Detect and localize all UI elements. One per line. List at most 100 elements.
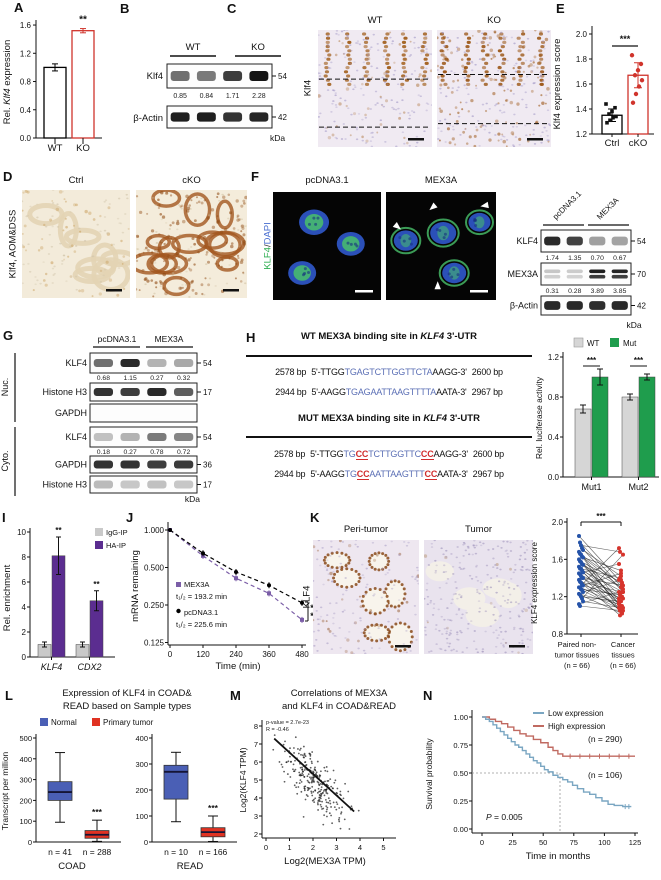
svg-text:kDa: kDa — [270, 133, 285, 143]
svg-text:Rel. luciferase activity: Rel. luciferase activity — [534, 376, 544, 459]
panel-d-title-cko: cKO — [182, 175, 201, 186]
svg-text:1.15: 1.15 — [124, 375, 137, 382]
svg-text:400: 400 — [19, 755, 32, 764]
svg-text:0.78: 0.78 — [150, 449, 163, 456]
svg-text:1.00: 1.00 — [453, 713, 468, 722]
panel-n-survival-plot: Survival probability 0.00 0.25 0.50 0.75 1.00… — [424, 709, 641, 862]
svg-text:2: 2 — [22, 628, 27, 637]
svg-text:**: ** — [55, 526, 62, 535]
svg-text:tumor tissues: tumor tissues — [555, 651, 600, 660]
svg-text:36: 36 — [203, 461, 212, 470]
svg-text:0.8: 0.8 — [548, 393, 560, 402]
svg-text:480: 480 — [295, 650, 309, 659]
svg-text:7: 7 — [254, 740, 258, 749]
svg-text:Rel. enrichment: Rel. enrichment — [2, 564, 13, 631]
svg-text:**: ** — [93, 580, 100, 589]
svg-text:0.500: 0.500 — [144, 564, 165, 573]
svg-text:Correlations of MEX3A: Correlations of MEX3A — [291, 688, 388, 699]
svg-text:WT: WT — [587, 339, 600, 348]
svg-text:***: *** — [92, 807, 103, 817]
panel-c-label: C — [227, 1, 237, 16]
svg-text:0.32: 0.32 — [177, 375, 190, 382]
svg-text:0.25: 0.25 — [453, 797, 468, 806]
svg-text:0.50: 0.50 — [453, 769, 468, 778]
svg-text:pcDNA3.1: pcDNA3.1 — [98, 334, 137, 344]
panel-h-label: H — [246, 330, 256, 345]
svg-text:WT: WT — [186, 42, 201, 53]
svg-text:WT: WT — [48, 143, 63, 154]
svg-text:6: 6 — [254, 758, 258, 767]
svg-text:kDa: kDa — [185, 494, 200, 504]
panel-e-label: E — [556, 1, 565, 16]
svg-text:25: 25 — [508, 838, 516, 847]
svg-text:4: 4 — [254, 794, 258, 803]
svg-text:MEX3A: MEX3A — [507, 269, 538, 279]
svg-text:1.6: 1.6 — [20, 21, 32, 30]
svg-text:1.71: 1.71 — [226, 93, 240, 100]
svg-text:p-value = 2.7e-23: p-value = 2.7e-23 — [266, 720, 309, 726]
svg-text:n = 10: n = 10 — [164, 847, 188, 857]
svg-text:50: 50 — [539, 838, 547, 847]
svg-text:***: *** — [208, 803, 219, 813]
svg-text:1.2: 1.2 — [552, 593, 564, 602]
ihc-image-k-peritumor — [313, 540, 419, 654]
svg-text:2.28: 2.28 — [252, 93, 266, 100]
svg-text:Mut: Mut — [623, 339, 637, 348]
svg-text:KO: KO — [251, 42, 265, 53]
svg-text:3.85: 3.85 — [613, 288, 626, 295]
svg-text:Normal: Normal — [51, 718, 77, 727]
svg-text:360: 360 — [262, 650, 276, 659]
ihc-image-d-ctrl — [22, 190, 130, 298]
svg-text:0.72: 0.72 — [177, 449, 190, 456]
svg-text:and KLF4 in COAD&READ: and KLF4 in COAD&READ — [282, 701, 396, 712]
slash-separator: / — [262, 244, 274, 248]
svg-text:0: 0 — [480, 838, 484, 847]
svg-text:42: 42 — [637, 302, 646, 311]
panel-h-luciferase-chart: WT Mut Rel. luciferase activity 0.0 0.4 0.8 1.… — [534, 337, 659, 492]
svg-text:1.2: 1.2 — [20, 49, 32, 58]
svg-text:Time in months: Time in months — [526, 851, 591, 862]
svg-text:R = -0.46: R = -0.46 — [266, 727, 289, 733]
panel-k-label: K — [310, 510, 320, 525]
svg-text:6: 6 — [22, 578, 27, 587]
svg-text:3.89: 3.89 — [591, 288, 604, 295]
svg-text:0.85: 0.85 — [173, 93, 187, 100]
svg-text:3: 3 — [254, 812, 258, 821]
ihc-image-d-cko — [136, 190, 247, 298]
svg-text:Low expression: Low expression — [548, 709, 604, 718]
svg-text:Klf4 expression score: Klf4 expression score — [552, 39, 563, 130]
svg-text:500: 500 — [19, 734, 32, 743]
sequence-row: 2944 bp 5'-AAGGTGCCAATTAAGTTTCCAATA-3' 296… — [274, 469, 504, 480]
svg-text:0: 0 — [264, 843, 268, 852]
svg-text:0: 0 — [28, 838, 32, 847]
panel-g-label: G — [3, 328, 14, 343]
svg-text:1: 1 — [287, 843, 291, 852]
svg-text:KLF4: KLF4 — [65, 432, 87, 442]
svg-text:0.68: 0.68 — [97, 375, 110, 382]
panel-m-scatter-plot: Correlations of MEX3A and KLF4 in COAD&RE… — [238, 688, 396, 867]
svg-text:Cyto.: Cyto. — [0, 450, 10, 471]
svg-text:Expression of KLF4 in COAD&: Expression of KLF4 in COAD& — [62, 688, 192, 699]
svg-text:1.4: 1.4 — [576, 105, 588, 114]
svg-text:70: 70 — [637, 270, 646, 279]
svg-text:0.8: 0.8 — [552, 630, 564, 639]
svg-text:Cancer: Cancer — [611, 640, 636, 649]
svg-text:(n = 106): (n = 106) — [588, 770, 622, 780]
svg-text:42: 42 — [278, 113, 287, 122]
svg-text:75: 75 — [570, 838, 578, 847]
sequence-row: 2944 bp 5'-AAGGTGAGAATTAAGTTTTAAATA-3' 296… — [275, 387, 503, 397]
svg-text:COAD: COAD — [58, 861, 86, 872]
svg-text:IgG-IP: IgG-IP — [106, 528, 128, 537]
svg-text:0.70: 0.70 — [591, 255, 604, 262]
svg-text:Transcript per million: Transcript per million — [0, 751, 10, 830]
klf4-green-label: KLF4 — [262, 247, 274, 270]
svg-text:0.31: 0.31 — [546, 288, 559, 295]
svg-text:Nuc.: Nuc. — [0, 378, 10, 397]
panel-k-paired-chart: KLF4 expression score 0.8 1.2 1.6 2.0 *** Pair… — [530, 512, 638, 670]
panel-b-label: B — [120, 1, 130, 16]
svg-text:0.0: 0.0 — [20, 134, 32, 143]
svg-text:Time (min): Time (min) — [215, 661, 260, 672]
svg-text:GAPDH: GAPDH — [55, 460, 87, 470]
svg-text:High expression: High expression — [548, 722, 605, 731]
svg-text:mRNA remaining: mRNA remaining — [130, 550, 141, 622]
